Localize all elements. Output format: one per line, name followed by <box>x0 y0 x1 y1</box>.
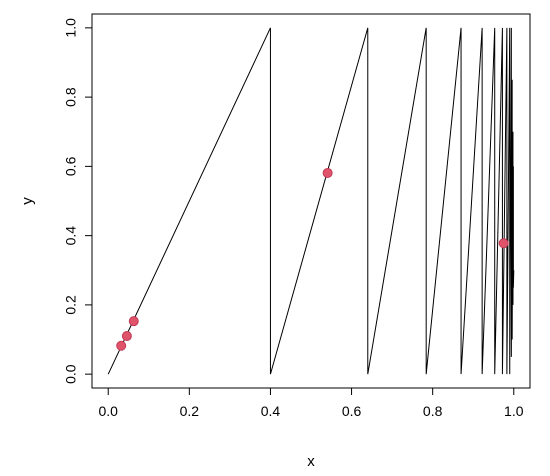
data-point <box>121 331 132 342</box>
series-line <box>107 27 515 375</box>
x-tick-label: 0.0 <box>98 403 118 419</box>
y-tick-label: 0.4 <box>63 226 79 246</box>
y-tick-label: 1.0 <box>63 18 79 38</box>
y-tick-label: 0.0 <box>63 364 79 384</box>
series-layer <box>107 27 515 375</box>
plot-box <box>91 13 531 389</box>
x-axis-label: x <box>307 453 315 470</box>
x-tick-label: 0.2 <box>180 403 200 419</box>
x-tick-label: 0.6 <box>342 403 362 419</box>
y-axis: 0.0 0.2 0.4 0.6 0.8 1.0 <box>63 18 93 384</box>
x-tick-label: 1.0 <box>504 403 524 419</box>
data-point <box>322 167 333 178</box>
x-tick-label: 0.4 <box>261 403 281 419</box>
y-axis-label: y <box>19 197 36 205</box>
x-axis: 0.0 0.2 0.4 0.6 0.8 1.0 <box>98 387 524 419</box>
x-tick-label: 0.8 <box>423 403 443 419</box>
y-tick-label: 0.8 <box>63 87 79 107</box>
data-point <box>128 316 139 327</box>
y-tick-label: 0.6 <box>63 156 79 176</box>
data-point <box>498 238 509 249</box>
y-tick-label: 0.2 <box>63 295 79 315</box>
data-point <box>116 340 127 351</box>
